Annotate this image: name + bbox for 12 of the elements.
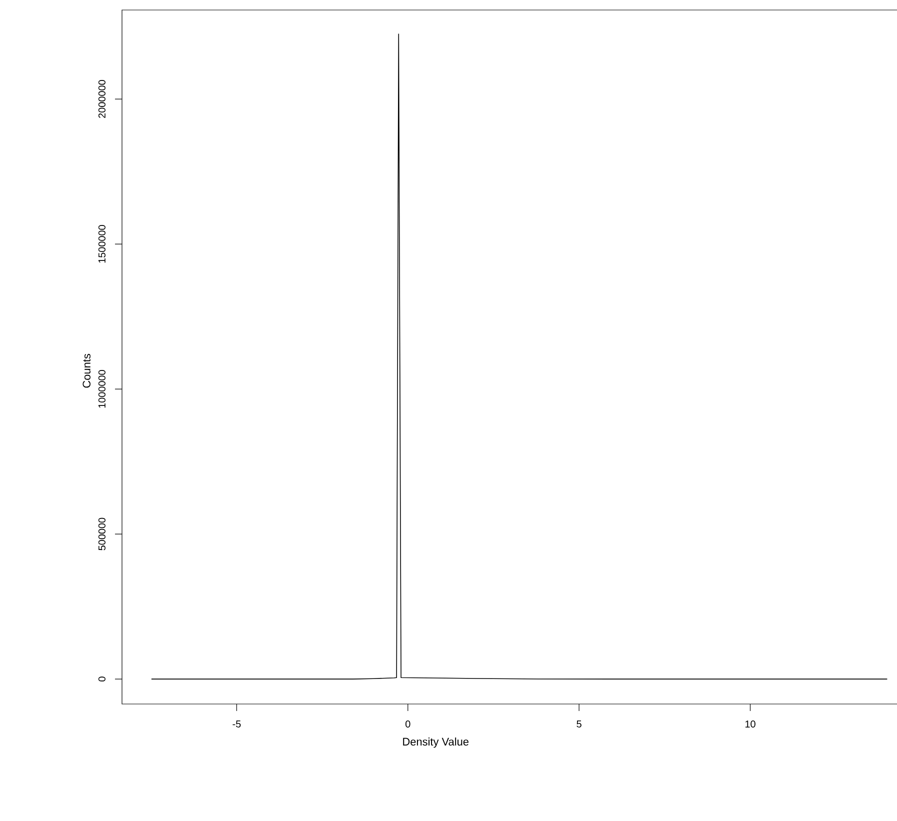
y-tick-label: 2000000 xyxy=(98,80,106,118)
x-tick-label: -5 xyxy=(232,720,241,728)
x-tick-label: 0 xyxy=(405,720,410,728)
x-tick-label: 5 xyxy=(576,720,582,728)
x-tick-label: 10 xyxy=(745,720,756,728)
y-tick-label: 1500000 xyxy=(98,225,106,263)
y-tick-label: 0 xyxy=(98,676,106,682)
y-axis-title: Counts xyxy=(82,354,90,388)
y-tick-label: 1000000 xyxy=(98,370,106,408)
y-tick-label: 500000 xyxy=(98,518,106,550)
x-axis-title: Density Value xyxy=(403,738,469,748)
line-series xyxy=(151,34,888,680)
